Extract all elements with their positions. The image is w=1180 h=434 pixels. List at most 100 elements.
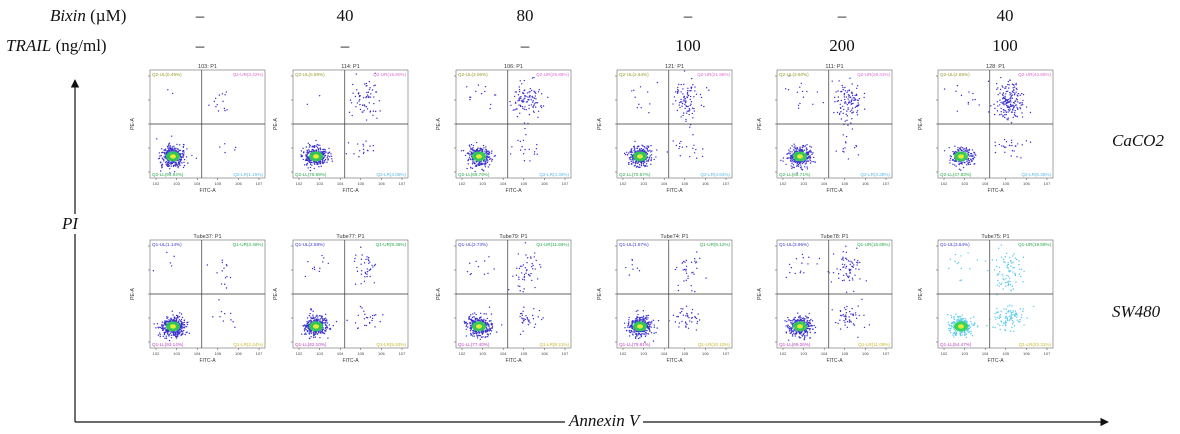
event-dot [868, 324, 871, 326]
event-dot [542, 317, 544, 319]
event-dot [180, 323, 183, 325]
event-dot [168, 334, 170, 337]
event-dot [494, 94, 496, 96]
event-dot [171, 92, 174, 95]
event-dot [469, 321, 471, 324]
event-dot [382, 314, 384, 316]
quadrant-label-q-ur: Q1-UR(8.12%) [700, 242, 731, 247]
event-dot [530, 104, 533, 106]
event-dot [490, 330, 493, 332]
event-dot [531, 77, 534, 79]
event-dot [306, 156, 309, 159]
event-dot [322, 319, 325, 322]
event-dot [650, 157, 653, 159]
event-dot [486, 328, 488, 330]
event-dot [630, 329, 632, 332]
event-dot [843, 279, 845, 281]
event-dot [477, 334, 480, 337]
event-dot [177, 316, 179, 318]
event-dot [782, 160, 784, 162]
event-dot [955, 165, 957, 167]
event-dot [529, 160, 531, 162]
event-dot [483, 318, 485, 320]
event-dot [179, 153, 181, 155]
event-dot [811, 325, 814, 327]
event-dot [1003, 138, 1006, 141]
event-dot [329, 155, 331, 158]
event-dot [1022, 99, 1024, 102]
event-dot [793, 329, 795, 331]
event-dot [1012, 116, 1014, 119]
event-dot [355, 254, 357, 256]
event-dot [305, 146, 308, 148]
event-dot [952, 163, 954, 166]
event-dot [482, 150, 484, 153]
event-dot [697, 313, 699, 315]
event-dot [482, 320, 484, 322]
event-dot [179, 159, 182, 162]
event-dot [1006, 90, 1009, 92]
event-dot [159, 161, 162, 164]
event-dot [806, 148, 808, 150]
x-tick-label: 107 [883, 351, 890, 356]
event-dot [356, 102, 359, 104]
event-dot [643, 164, 645, 166]
event-dot [1000, 76, 1002, 79]
event-dot [968, 160, 971, 162]
event-dot [466, 270, 469, 273]
event-dot [538, 88, 540, 91]
event-dot [159, 335, 161, 338]
event-dot [528, 320, 530, 323]
event-dot [328, 324, 331, 326]
event-dot [471, 316, 474, 319]
event-dot [808, 327, 810, 330]
event-dot [358, 150, 361, 152]
event-dot [845, 142, 847, 144]
x-tick-label: 107 [256, 351, 263, 356]
event-dot [187, 162, 189, 164]
event-dot [684, 107, 686, 110]
event-dot [322, 160, 324, 162]
event-dot [470, 158, 472, 161]
event-dot [799, 271, 801, 274]
panel-title: Tube74: P1 [660, 234, 688, 240]
x-tick-label: 107 [399, 351, 406, 356]
event-dot [516, 267, 518, 269]
event-dot [179, 154, 182, 156]
event-dot [832, 253, 835, 255]
event-dot [371, 317, 374, 320]
event-dot [849, 310, 851, 313]
event-dot [637, 162, 639, 164]
event-dot [692, 271, 694, 274]
event-dot [696, 157, 698, 159]
event-dot [686, 92, 689, 94]
event-dot [1019, 106, 1021, 109]
event-dot [636, 317, 638, 319]
event-dot [831, 80, 833, 82]
event-dot [472, 313, 474, 315]
event-dot [183, 319, 186, 322]
event-dot [326, 161, 328, 164]
event-dot [795, 320, 797, 322]
event-dot [484, 90, 486, 93]
event-dot [808, 312, 810, 315]
y-axis-title: PE-A [130, 118, 136, 130]
event-dot [851, 307, 853, 310]
event-dot [472, 330, 474, 332]
event-dot [164, 154, 166, 156]
event-dot [837, 100, 840, 102]
event-dot [525, 134, 527, 136]
event-dot [953, 164, 956, 166]
event-dot [966, 150, 968, 152]
y-axis-title: PE-A [918, 118, 924, 130]
event-dot [484, 321, 486, 324]
event-dot [647, 150, 650, 152]
event-dot [163, 156, 165, 158]
event-dot [640, 148, 643, 150]
event-dot [677, 88, 679, 91]
event-dot [792, 157, 794, 160]
event-dot [999, 92, 1001, 94]
event-dot [846, 103, 849, 106]
event-dot [679, 142, 681, 145]
